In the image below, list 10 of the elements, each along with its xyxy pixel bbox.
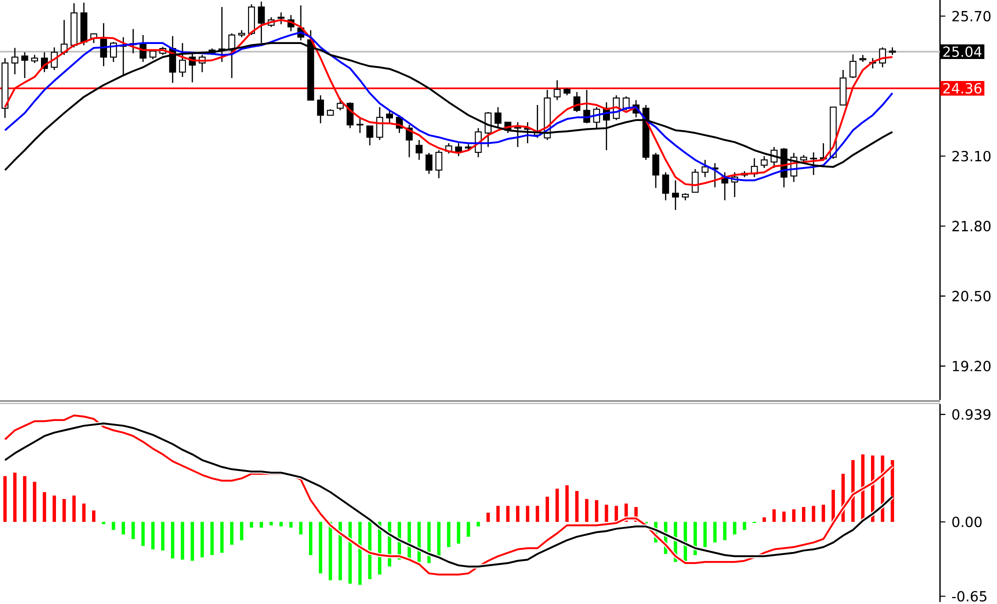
y-tick-label: 20.50 <box>952 290 991 302</box>
y-tick-label: 25.70 <box>952 10 991 22</box>
y-tick-label: 19.20 <box>952 360 991 372</box>
y-tick-label: 0.939 <box>952 409 990 420</box>
y-tick-label: 23.10 <box>952 150 991 162</box>
ref-line-label: 25.04 <box>943 46 982 57</box>
ref-line-label: 24.36 <box>943 82 982 94</box>
y-tick-label: 0.00 <box>952 516 982 528</box>
y-tick-label: -0.65 <box>952 590 986 602</box>
y-tick-label: 21.80 <box>952 220 991 232</box>
